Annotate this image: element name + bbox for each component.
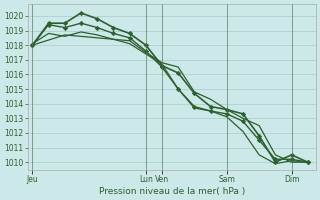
X-axis label: Pression niveau de la mer( hPa ): Pression niveau de la mer( hPa ) (99, 187, 245, 196)
